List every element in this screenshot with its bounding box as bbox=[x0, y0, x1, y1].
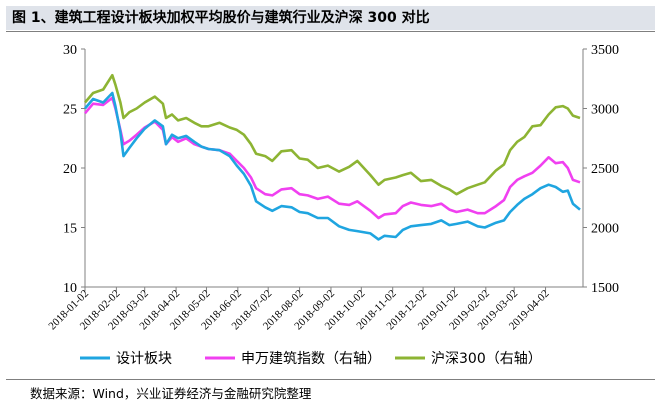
x-axis-ticks: 2018-01-022018-02-022018-03-022018-04-02… bbox=[46, 287, 552, 332]
legend-label: 设计板块 bbox=[116, 351, 172, 367]
right-axis-ticks: 1500 2000 2500 3000 3500 bbox=[583, 43, 619, 296]
legend: 设计板块 申万建筑指数（右轴） 沪深300（右轴） bbox=[80, 351, 542, 367]
series-line-2 bbox=[84, 96, 581, 220]
top-rule bbox=[6, 31, 655, 32]
series-line-1 bbox=[84, 91, 581, 241]
legend-label: 沪深300（右轴） bbox=[431, 351, 542, 367]
series-line-3 bbox=[84, 73, 581, 196]
left-tick-label: 20 bbox=[63, 162, 77, 177]
right-tick-label: 3000 bbox=[591, 103, 619, 118]
chart: 10 15 20 25 30 1500 2000 2500 3000 3500 2018-01-… bbox=[46, 43, 619, 367]
left-tick-label: 25 bbox=[63, 103, 77, 118]
series-lines bbox=[84, 73, 581, 241]
left-tick-label: 10 bbox=[63, 281, 77, 296]
left-tick-label: 30 bbox=[63, 43, 77, 58]
source-note: 数据来源：Wind，兴业证券经济与金融研究院整理 bbox=[30, 386, 312, 401]
right-tick-label: 1500 bbox=[591, 281, 619, 296]
right-tick-label: 2500 bbox=[591, 162, 619, 177]
left-axis-ticks: 10 15 20 25 30 bbox=[63, 43, 85, 296]
bottom-rule bbox=[6, 379, 655, 380]
chart-title: 图 1、建筑工程设计板块加权平均股价与建筑行业及沪深 300 对比 bbox=[6, 6, 655, 30]
right-tick-label: 2000 bbox=[591, 222, 619, 237]
left-tick-label: 15 bbox=[63, 222, 77, 237]
legend-label: 申万建筑指数（右轴） bbox=[241, 351, 381, 367]
right-tick-label: 3500 bbox=[591, 43, 619, 58]
